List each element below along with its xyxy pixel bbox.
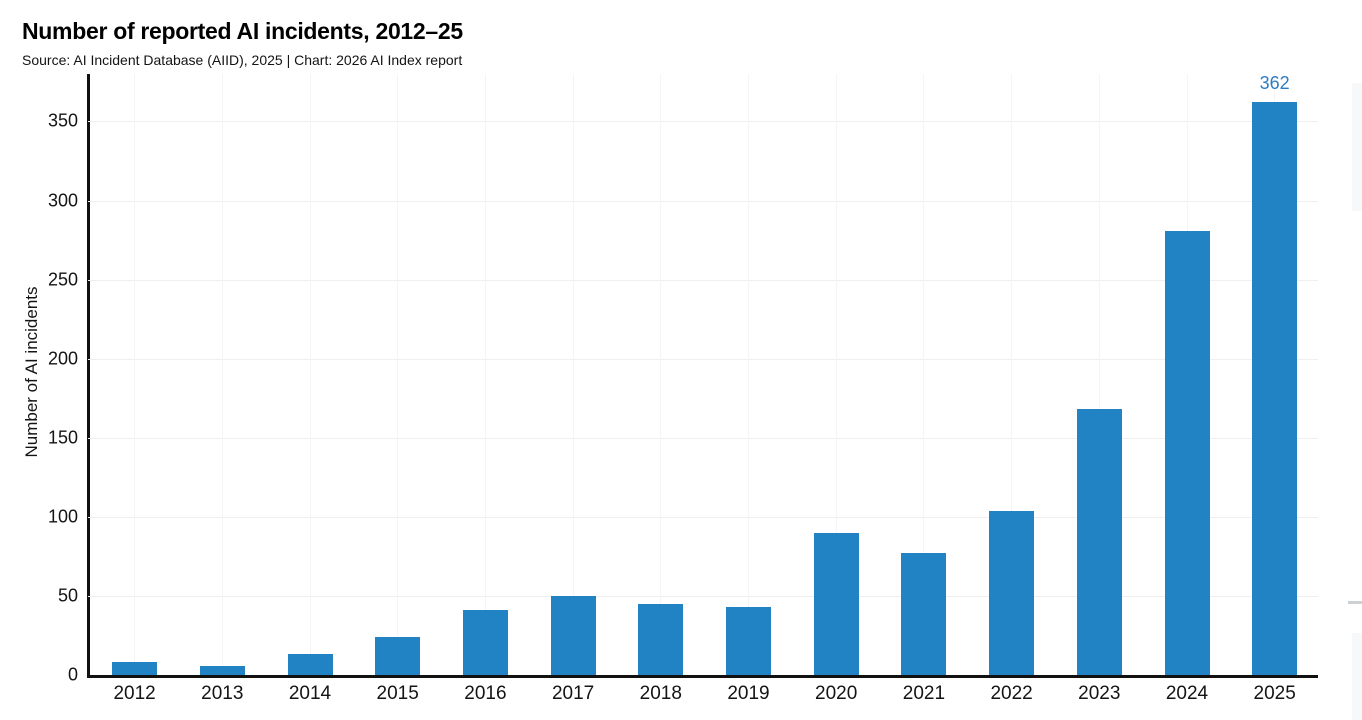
bar-2019 (726, 607, 771, 675)
chart-subtitle: Source: AI Incident Database (AIID), 202… (22, 52, 463, 68)
gridline-y-250 (88, 279, 1318, 281)
bar-2022 (989, 510, 1035, 675)
x-tick-label-2014: 2014 (288, 683, 332, 704)
y-tick-label-150: 150 (47, 427, 78, 448)
y-tick-label-350: 350 (47, 110, 78, 131)
x-tick-label-2021: 2021 (902, 683, 946, 704)
bar-2016 (462, 610, 508, 675)
gridline-x-2018 (660, 74, 662, 675)
y-tick-label-200: 200 (47, 348, 78, 369)
gridline-x-2013 (221, 74, 223, 675)
gridline-x-2020 (835, 74, 837, 675)
bar-2021 (901, 553, 947, 675)
bar-2025 (1252, 102, 1298, 675)
y-tick-label-300: 300 (47, 190, 78, 211)
gridline-y-300 (88, 200, 1318, 202)
bar-2023 (1076, 409, 1122, 675)
gridline-x-2021 (923, 74, 925, 675)
y-tick-label-100: 100 (47, 506, 78, 527)
x-tick-label-2017: 2017 (551, 683, 595, 704)
x-tick-label-2019: 2019 (727, 683, 770, 704)
scrollbar-track-bottom[interactable] (1352, 633, 1362, 720)
gridline-y-350 (88, 121, 1318, 123)
gridline-x-2023 (1098, 74, 1100, 675)
y-tick-label-0: 0 (67, 664, 78, 685)
gridline-y-200 (88, 358, 1318, 360)
gridline-y-150 (88, 437, 1318, 439)
x-tick-label-2022: 2022 (990, 683, 1033, 704)
bar-2013 (199, 665, 245, 675)
gridline-x-2022 (1011, 74, 1013, 675)
x-tick-label-2015: 2015 (376, 683, 419, 704)
scrollbar-thumb[interactable] (1348, 601, 1362, 604)
chart-title: Number of reported AI incidents, 2012–25 (22, 18, 463, 44)
plot-area: 0 50 100 150 200 250 300 350 2012 2013 2014 2015 201… (48, 73, 1318, 704)
bar-value-label-2025: 362 (1259, 73, 1290, 94)
gridline-y-100 (88, 516, 1318, 518)
x-tick-label-2025: 2025 (1253, 683, 1296, 704)
y-tick-label-250: 250 (47, 269, 78, 290)
bar-2020 (813, 532, 859, 675)
gridline-x-2017 (572, 74, 574, 675)
x-tick-label-2016: 2016 (464, 683, 507, 704)
gridline-x-2019 (748, 74, 749, 675)
x-tick-label-2013: 2013 (201, 683, 244, 704)
x-tick-label-2018: 2018 (639, 683, 682, 704)
y-axis-line (87, 74, 90, 675)
gridline-x-2015 (397, 74, 399, 675)
scrollbar-track-top[interactable] (1352, 83, 1362, 211)
x-tick-label-2024: 2024 (1165, 683, 1209, 704)
bar-2018 (638, 603, 684, 675)
y-tick-label-50: 50 (57, 585, 78, 606)
bar-2017 (550, 595, 596, 675)
x-tick-label-2023: 2023 (1078, 683, 1121, 704)
bar-2014 (287, 654, 333, 675)
x-axis-line (87, 675, 1318, 678)
x-tick-label-2020: 2020 (815, 683, 858, 704)
bar-2012 (112, 662, 158, 675)
bar-2015 (375, 637, 421, 675)
x-tick-label-2012: 2012 (113, 683, 156, 704)
gridline-x-2012 (134, 74, 136, 675)
gridline-x-2016 (484, 74, 486, 675)
gridline-y-50 (88, 595, 1318, 597)
gridline-x-2014 (309, 74, 311, 675)
bar-2024 (1164, 230, 1210, 675)
